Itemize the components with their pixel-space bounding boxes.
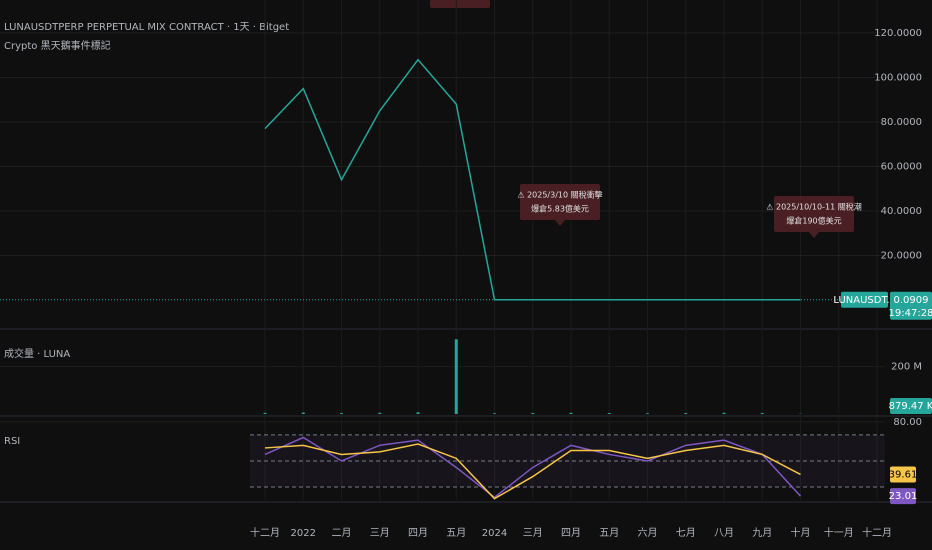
x-tick-label: 十二月 bbox=[250, 526, 280, 539]
annotation-text: ⚠ 2025/10/10-11 關稅潮 bbox=[766, 202, 861, 212]
volume-bar bbox=[684, 413, 688, 414]
y-tick-label: 80.00 bbox=[893, 417, 922, 428]
volume-bar bbox=[569, 412, 573, 414]
x-tick-label: 2024 bbox=[482, 528, 507, 539]
x-tick-label: 九月 bbox=[752, 527, 772, 539]
annotation-box bbox=[774, 196, 854, 232]
volume-bar bbox=[378, 412, 382, 414]
annotation-box bbox=[430, 0, 490, 8]
volume-bar bbox=[607, 413, 611, 414]
annotation-text: 爆倉5.83億美元 bbox=[531, 204, 589, 214]
annotation-text: ⚠ 2025/3/10 關稅衝擊 bbox=[517, 190, 602, 200]
last-price: 0.0909 bbox=[894, 295, 929, 306]
annotation-text: 爆倉190億美元 bbox=[786, 216, 841, 226]
annotation-pointer bbox=[555, 220, 565, 226]
last-value-box bbox=[890, 488, 916, 505]
chart-subtitle: Crypto 黑天鵝事件標記 bbox=[4, 39, 111, 52]
series-label: LUNAUSDT.P bbox=[833, 295, 895, 306]
y-tick-label: 100.0000 bbox=[874, 72, 922, 83]
x-tick-label: 七月 bbox=[676, 527, 696, 539]
last-price-box bbox=[890, 291, 932, 320]
last-value: 879.47 K bbox=[889, 401, 932, 412]
chart-title: LUNAUSDTPERP PERPETUAL MIX CONTRACT · 1天… bbox=[4, 22, 289, 33]
countdown: 19:47:28 bbox=[889, 308, 932, 319]
x-tick-label: 二月 bbox=[332, 527, 352, 539]
volume-bar bbox=[340, 413, 343, 414]
y-tick-label: 200 M bbox=[891, 362, 922, 373]
y-tick-label: 60.0000 bbox=[881, 161, 922, 172]
volume-bar bbox=[493, 413, 496, 414]
y-tick-label: 80.0000 bbox=[881, 117, 922, 128]
volume-bar bbox=[760, 413, 764, 414]
volume-bar bbox=[531, 413, 535, 414]
annotation-pointer bbox=[809, 232, 819, 238]
x-tick-label: 三月 bbox=[523, 527, 543, 539]
rsi-title: RSI bbox=[4, 436, 20, 447]
volume-bar bbox=[416, 412, 420, 414]
y-tick-label: 120.0000 bbox=[874, 28, 922, 39]
x-tick-label: 八月 bbox=[714, 527, 734, 539]
x-tick-label: 十月 bbox=[791, 526, 811, 539]
y-tick-label: 40.0000 bbox=[881, 206, 922, 217]
x-tick-label: 五月 bbox=[446, 527, 466, 539]
x-tick-label: 四月 bbox=[561, 527, 581, 539]
volume-bar bbox=[301, 412, 305, 414]
volume-bar bbox=[722, 412, 726, 414]
volume-title: 成交量 · LUNA bbox=[4, 347, 70, 360]
x-tick-label: 十二月 bbox=[862, 526, 892, 539]
volume-bar bbox=[646, 413, 649, 414]
x-tick-label: 十一月 bbox=[824, 526, 854, 539]
last-value-box bbox=[890, 398, 932, 414]
last-value-box bbox=[890, 466, 916, 483]
x-tick-label: 六月 bbox=[638, 527, 658, 539]
x-tick-label: 三月 bbox=[370, 527, 390, 539]
x-tick-label: 2022 bbox=[291, 528, 316, 539]
series-line bbox=[264, 436, 802, 499]
x-tick-label: 四月 bbox=[408, 527, 428, 539]
annotation-box bbox=[520, 184, 600, 220]
volume-bar bbox=[454, 339, 458, 414]
series-line bbox=[264, 443, 801, 500]
y-tick-label: 20.0000 bbox=[881, 250, 922, 261]
volume-bar bbox=[263, 412, 267, 414]
last-value: 23.01 bbox=[889, 491, 918, 502]
x-tick-label: 五月 bbox=[599, 527, 619, 539]
last-value: 39.61 bbox=[889, 469, 918, 480]
series-label-box bbox=[841, 291, 888, 308]
